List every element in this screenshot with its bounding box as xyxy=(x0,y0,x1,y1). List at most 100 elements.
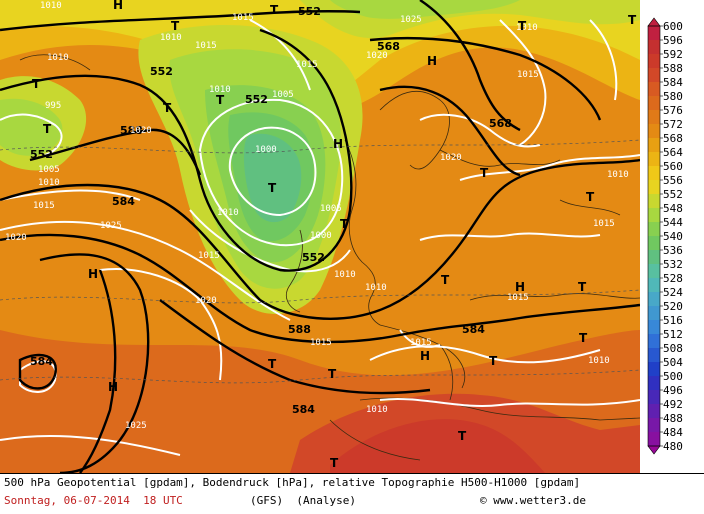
legend-swatch xyxy=(648,68,660,83)
geopotential-label: 584 xyxy=(112,195,135,208)
geopotential-label: 552 xyxy=(298,5,321,18)
legend-value-label: 564 xyxy=(663,145,683,159)
pressure-label: 1025 xyxy=(100,221,122,231)
pressure-label: 1010 xyxy=(607,170,629,180)
legend-value-label: 600 xyxy=(663,19,683,33)
legend-swatch xyxy=(648,152,660,167)
pressure-label: 1000 xyxy=(310,231,332,241)
geopotential-label: 552 xyxy=(245,93,268,106)
legend-swatch xyxy=(648,26,660,41)
legend-value-label: 596 xyxy=(663,33,683,47)
low-marker: T xyxy=(441,273,450,287)
pressure-label: 1015 xyxy=(410,338,432,348)
high-marker: H xyxy=(515,280,525,294)
legend-swatch xyxy=(648,404,660,419)
geopotential-label: 552 xyxy=(30,148,53,161)
legend-color-bar xyxy=(647,17,663,455)
legend-swatch xyxy=(648,180,660,195)
legend-value-label: 588 xyxy=(663,61,683,75)
legend-value-label: 540 xyxy=(663,229,683,243)
legend-swatch xyxy=(648,166,660,181)
legend-swatch xyxy=(648,222,660,237)
legend-value-label: 492 xyxy=(663,397,683,411)
high-marker: H xyxy=(88,267,98,281)
low-marker: T xyxy=(171,19,180,33)
legend-value-label: 496 xyxy=(663,383,683,397)
pressure-label: 1010 xyxy=(588,356,610,366)
legend-value-label: 548 xyxy=(663,201,683,215)
pressure-label: 1015 xyxy=(296,60,318,70)
low-marker: T xyxy=(216,93,225,107)
legend-value-label: 532 xyxy=(663,257,683,271)
legend-value-label: 512 xyxy=(663,327,683,341)
geopotential-label: 552 xyxy=(150,65,173,78)
pressure-label: 1000 xyxy=(255,145,277,155)
legend-swatch xyxy=(648,320,660,335)
pressure-label: 1015 xyxy=(517,70,539,80)
pressure-label: 1015 xyxy=(195,41,217,51)
caption-title: 500 hPa Geopotential [gpdam], Bodendruck… xyxy=(4,476,581,489)
pressure-label: 1010 xyxy=(40,1,62,11)
legend-value-label: 568 xyxy=(663,131,683,145)
legend-swatch xyxy=(648,208,660,223)
legend-swatch xyxy=(648,376,660,391)
pressure-label: 1005 xyxy=(320,204,342,214)
pressure-label: 1015 xyxy=(33,201,55,211)
high-marker: H xyxy=(113,0,123,12)
high-marker: H xyxy=(333,137,343,151)
low-marker: T xyxy=(268,181,277,195)
pressure-label: 995 xyxy=(45,101,61,111)
legend-swatch xyxy=(648,194,660,209)
pressure-label: 1025 xyxy=(400,15,422,25)
pressure-label-group: 1010 1015 1010 1015 1010 1015 1020 1005 … xyxy=(5,1,629,431)
geopotential-label: 552 xyxy=(302,251,325,264)
thickness-band-536 xyxy=(244,133,302,223)
legend-value-label: 536 xyxy=(663,243,683,257)
legend-value-label: 552 xyxy=(663,187,683,201)
geopotential-label: 584 xyxy=(30,355,53,368)
pressure-label: 1010 xyxy=(47,53,69,63)
pressure-label: 1020 xyxy=(5,233,27,243)
thickness-lines xyxy=(0,139,640,384)
legend-bottom-arrow xyxy=(647,445,661,455)
low-marker: T xyxy=(518,19,527,33)
legend-swatch xyxy=(648,292,660,307)
thickness-band-548-ne xyxy=(330,0,520,19)
high-marker: H xyxy=(427,54,437,68)
legend-value-label: 508 xyxy=(663,341,683,355)
thickness-band-592 xyxy=(330,419,545,473)
legend-swatch xyxy=(648,278,660,293)
weather-map: 552 552 552 552 568 568 584 584 584 584 … xyxy=(0,0,640,473)
legend-value-label: 560 xyxy=(663,159,683,173)
legend-swatch xyxy=(648,432,660,447)
low-marker: T xyxy=(579,331,588,345)
legend-value-label: 520 xyxy=(663,299,683,313)
legend-swatch xyxy=(648,390,660,405)
low-marker: T xyxy=(270,3,279,17)
legend-value-label: 556 xyxy=(663,173,683,187)
low-marker: T xyxy=(340,217,349,231)
legend-value-label: 580 xyxy=(663,89,683,103)
geopotential-label-group: 552 552 552 552 568 568 584 584 584 584 … xyxy=(30,5,512,416)
pressure-label: 1020 xyxy=(440,153,462,163)
legend-swatch xyxy=(648,236,660,251)
legend-value-label: 500 xyxy=(663,369,683,383)
pressure-label: 1015 xyxy=(310,338,332,348)
legend-value-label: 480 xyxy=(663,439,683,453)
low-marker: T xyxy=(330,456,339,470)
pressure-label: 1010 xyxy=(366,405,388,415)
legend-value-label: 528 xyxy=(663,271,683,285)
low-marker: T xyxy=(586,190,595,204)
pressure-label: 1015 xyxy=(232,13,254,23)
low-marker: T xyxy=(328,367,337,381)
legend-swatch xyxy=(648,54,660,69)
legend-top-arrow xyxy=(647,17,661,27)
high-marker: H xyxy=(108,380,118,394)
pressure-label: 1010 xyxy=(516,23,538,33)
pressure-centers: H T T T T H T T T T H T T T T H T H T T … xyxy=(32,0,637,470)
geopotential-label: 588 xyxy=(120,124,143,137)
low-marker: T xyxy=(458,429,467,443)
legend-swatch xyxy=(648,124,660,139)
pressure-label: 1010 xyxy=(160,33,182,43)
pressure-label: 1005 xyxy=(38,165,60,175)
